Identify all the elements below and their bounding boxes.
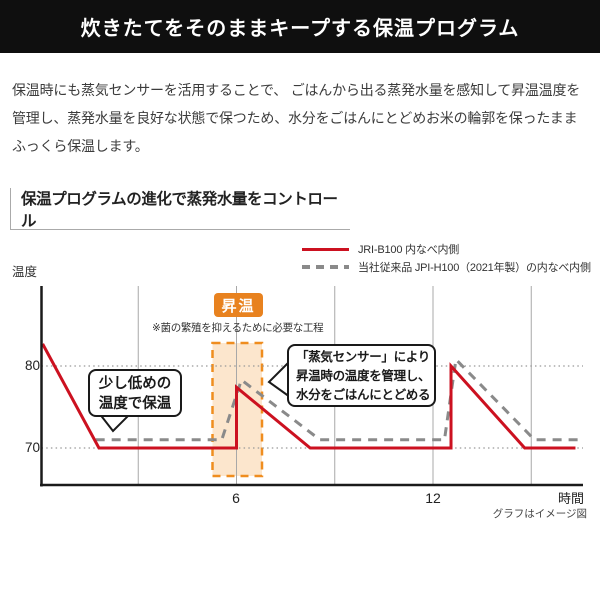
legend-row-jri-b100: JRI-B100 内なべ内側: [302, 240, 591, 258]
intro-line-1: 保温時にも蒸気センサーを活用することで、 ごはんから出る蒸発水量を感知して昇温温…: [12, 82, 581, 98]
x-axis-label: 時間: [557, 491, 584, 506]
steam-sensor-bubble: 「蒸気センサー」により 昇温時の温度を管理し、 水分をごはんにとどめる: [287, 344, 436, 407]
y-tick-80: 80: [24, 358, 40, 373]
section-heading: 保温プログラムの進化で蒸発水量をコントロール: [10, 188, 350, 230]
y-axis-label: 温度: [12, 265, 38, 279]
title-banner: 炊きたてをそのままキープする保温プログラム: [0, 0, 600, 53]
bubble2-line-2: 昇温時の温度を管理し、: [296, 369, 431, 383]
x-tick-12: 12: [425, 490, 441, 506]
bubble1-line-1: 少し低めの: [98, 376, 172, 392]
jpi-h100-series-line: [95, 356, 579, 442]
temperature-rise-note: ※菌の繁殖を抑えるために必要な工程: [152, 322, 324, 334]
chart-caption: グラフはイメージ図: [492, 508, 587, 520]
bubble2-line-3: 水分をごはんにとどめる: [296, 388, 431, 402]
red-line-swatch: [302, 247, 349, 251]
gray-dashed-swatch: [302, 265, 349, 269]
intro-line-2: 管理し、蒸発水量を良好な状態で保つため、水分をごはんにとどめお米の輪郭を保ったま…: [12, 110, 578, 126]
intro-paragraph: 保温時にも蒸気センサーを活用することで、 ごはんから出る蒸発水量を感知して昇温温…: [12, 76, 594, 160]
legend-row-jpi-h100: 当社従来品 JPI-H100（2021年製）の内なべ内側: [302, 258, 591, 276]
y-tick-70: 70: [24, 440, 40, 455]
chart-legend: JRI-B100 内なべ内側 当社従来品 JPI-H100（2021年製）の内な…: [302, 240, 591, 276]
x-tick-6: 6: [232, 490, 240, 506]
bubble2-line-1: 「蒸気センサー」により: [296, 350, 430, 364]
intro-line-3: ふっくら保温します。: [12, 138, 149, 154]
page-title: 炊きたてをそのままキープする保温プログラム: [80, 18, 520, 40]
legend-label-jpi-h100: 当社従来品 JPI-H100（2021年製）の内なべ内側: [358, 262, 591, 274]
keep-warm-low-temp-bubble: 少し低めの 温度で保温: [88, 369, 182, 417]
bubble1-line-2: 温度で保温: [98, 396, 172, 412]
temperature-rise-badge: 昇温: [214, 293, 263, 317]
jri-b100-series-line: [41, 343, 576, 450]
legend-label-jri-b100: JRI-B100 内なべ内側: [358, 244, 460, 256]
